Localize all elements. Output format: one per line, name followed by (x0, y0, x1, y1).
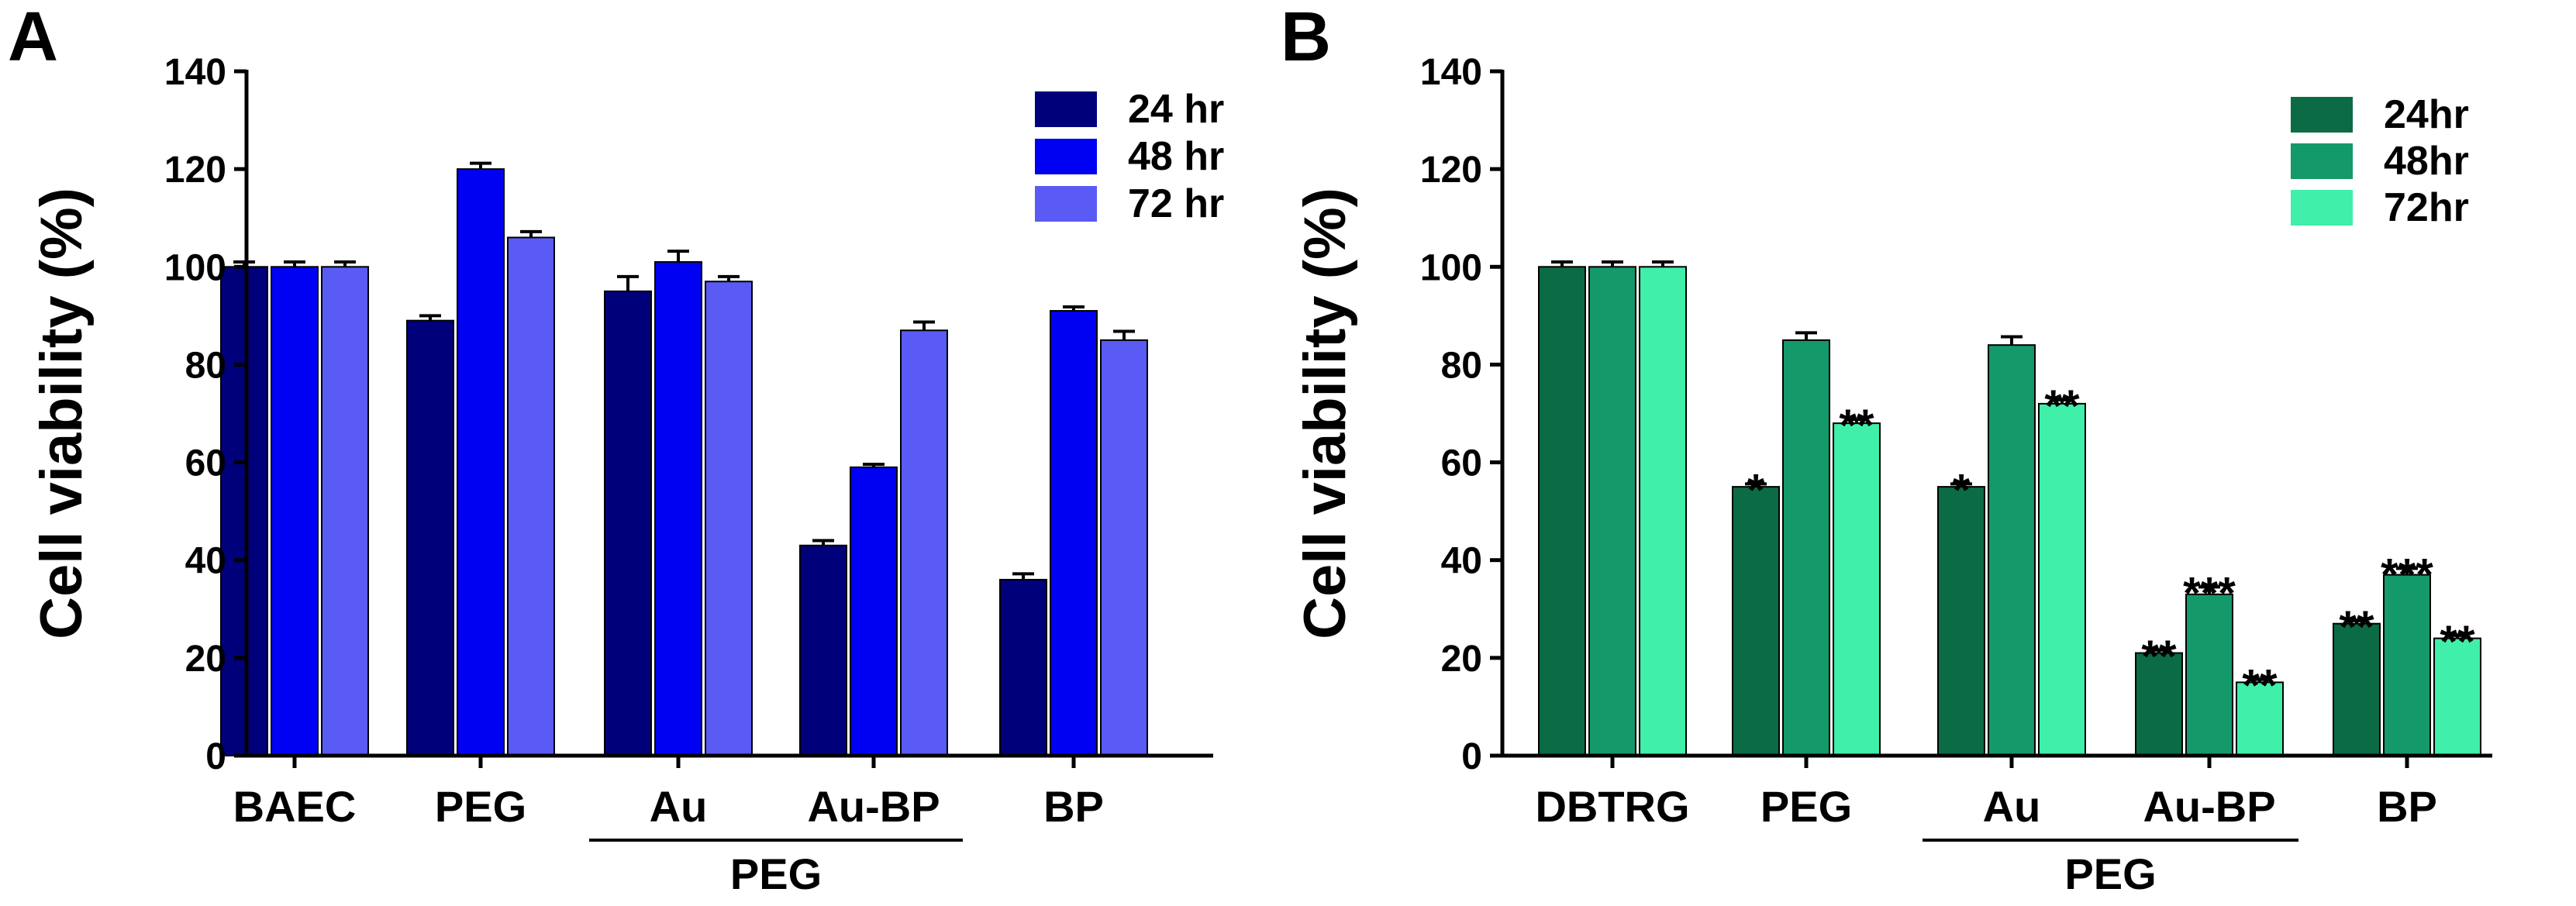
bar-au-48hr (1988, 344, 2036, 756)
significance-marker: ** (1839, 401, 1874, 451)
significance-marker: ** (2242, 661, 2278, 711)
group-label: PEG (730, 849, 822, 898)
bar-peg-48hr (457, 168, 505, 756)
x-tick-label: Au (1983, 782, 2041, 831)
bar-dbtrg-48hr (1588, 266, 1636, 756)
panel-label: B (1281, 0, 1331, 76)
bar-bp-48hr (2383, 574, 2431, 757)
significance-marker: *** (2183, 568, 2236, 618)
bar-au-bp-48hr (850, 466, 898, 757)
legend-swatch (2291, 190, 2353, 226)
x-tick-label: Au-BP (807, 782, 940, 831)
significance-marker: ** (2440, 617, 2475, 667)
bar-bp-48hr (1050, 310, 1098, 756)
x-tick-label: BP (2377, 782, 2437, 831)
bar-baec-72hr (321, 266, 369, 756)
bar-peg-24hr (406, 319, 454, 756)
x-tick-label: BP (1043, 782, 1104, 831)
legend-swatch (1035, 186, 1097, 222)
x-tick-label: Au (650, 782, 708, 831)
bar-peg-72hr (1833, 422, 1881, 756)
legend-swatch (2291, 143, 2353, 179)
legend-label: 48hr (2384, 139, 2469, 184)
bar-au-bp-72hr (900, 329, 948, 756)
bar-bp-24hr (2333, 622, 2381, 757)
y-tick-label: 20 (1441, 639, 1482, 680)
bar-au-bp-72hr (2236, 681, 2284, 757)
significance-marker: * (1953, 465, 1971, 515)
significance-marker: ** (2339, 602, 2374, 653)
y-tick-label: 100 (1420, 247, 1482, 288)
y-tick-label: 120 (164, 150, 226, 191)
bar-baec-24hr (220, 266, 268, 756)
x-tick-label: Au-BP (2143, 782, 2275, 831)
y-tick-label: 120 (1420, 150, 1482, 191)
bar-bp-72hr (1100, 339, 1148, 756)
legend-swatch (1035, 139, 1097, 174)
y-axis-label: Cell viability (%) (1292, 188, 1358, 639)
legend-label: 72hr (2384, 185, 2469, 230)
y-axis-label: Cell viability (%) (29, 188, 95, 639)
significance-marker: * (1747, 465, 1765, 515)
y-tick-label: 0 (1461, 736, 1482, 777)
group-label: PEG (2064, 849, 2156, 898)
bar-au-72hr (705, 281, 753, 756)
y-tick-label: 100 (164, 247, 226, 288)
y-tick-label: 40 (185, 541, 226, 582)
significance-marker: ** (2141, 632, 2177, 682)
bar-au-bp-24hr (2135, 652, 2183, 756)
legend-swatch (2291, 97, 2353, 133)
legend-label: 24hr (2384, 92, 2469, 137)
bar-au-48hr (654, 260, 702, 756)
bar-peg-24hr (1732, 486, 1780, 756)
bar-bp-72hr (2433, 637, 2481, 757)
y-tick-label: 0 (205, 736, 226, 777)
y-tick-label: 80 (1441, 345, 1482, 386)
bar-au-72hr (2038, 402, 2086, 757)
y-tick-label: 40 (1441, 541, 1482, 582)
legend-swatch (1035, 91, 1097, 127)
bar-au-bp-24hr (799, 544, 847, 756)
significance-marker: *** (2381, 549, 2433, 600)
y-tick-label: 60 (185, 443, 226, 484)
y-tick-label: 140 (164, 52, 226, 93)
y-tick-label: 60 (1441, 443, 1482, 484)
y-tick-label: 80 (185, 345, 226, 386)
legend-label: 48 hr (1128, 134, 1224, 179)
legend-label: 24 hr (1128, 87, 1224, 132)
bar-au-24hr (1937, 486, 1985, 756)
x-tick-label: BAEC (233, 782, 357, 831)
bar-baec-48hr (271, 266, 319, 756)
bar-dbtrg-24hr (1538, 266, 1586, 756)
significance-marker: ** (2044, 381, 2080, 432)
panel-a: A Cell viability (%) 0 20 40 60 80 100 120 140 BAE… (8, 0, 1224, 898)
y-tick-label: 20 (185, 639, 226, 680)
bar-peg-48hr (1782, 339, 1830, 756)
y-tick-label: 140 (1420, 52, 1482, 93)
bar-peg-72hr (507, 236, 555, 756)
legend-label: 72 hr (1128, 181, 1224, 226)
x-tick-label: PEG (1760, 782, 1852, 831)
x-tick-label: PEG (435, 782, 526, 831)
x-tick-label: DBTRG (1535, 782, 1689, 831)
panel-label: A (8, 0, 58, 76)
bar-au-24hr (604, 290, 652, 757)
bar-dbtrg-72hr (1639, 266, 1687, 756)
bar-bp-24hr (999, 578, 1047, 757)
